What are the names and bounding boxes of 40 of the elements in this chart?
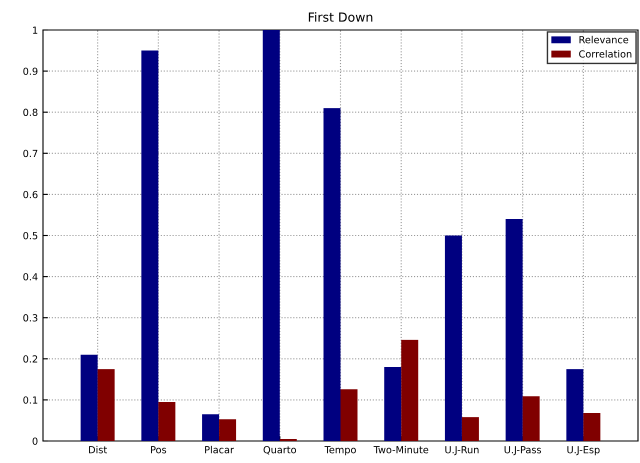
bar xyxy=(141,50,158,441)
bar xyxy=(566,369,584,441)
x-tick-label: Tempo xyxy=(324,446,356,456)
y-tick-label: 0 xyxy=(32,437,38,445)
bar xyxy=(506,219,523,441)
y-tick-label: 0.5 xyxy=(23,232,38,240)
bar xyxy=(158,402,176,441)
x-tick-label: Placar xyxy=(205,446,234,454)
y-tick-label: 0.8 xyxy=(23,108,38,116)
y-tick-label: 0.6 xyxy=(23,190,38,198)
y-tick-label: 1 xyxy=(33,26,38,34)
bar xyxy=(444,236,462,441)
bar xyxy=(462,417,479,441)
x-tick-label: U.J-Run xyxy=(445,446,479,456)
x-tick-label: U.J-Pass xyxy=(504,446,542,456)
bar xyxy=(384,367,402,441)
y-tick-label: 0.3 xyxy=(23,314,38,322)
x-tick-label: Pos xyxy=(151,446,166,454)
bar xyxy=(202,414,220,441)
legend-label: Correlation xyxy=(579,50,632,58)
y-tick-label: 0.9 xyxy=(23,68,38,75)
y-tick-label: 0.2 xyxy=(23,355,38,363)
legend-label: Relevance xyxy=(580,36,628,44)
bar xyxy=(98,369,115,441)
bar xyxy=(219,419,236,441)
x-tick-label: U.J-Esp xyxy=(567,446,600,456)
bar xyxy=(324,108,340,441)
y-tick-label: 0.7 xyxy=(23,150,38,158)
x-tick-label: Two-Minute xyxy=(374,446,428,454)
bar xyxy=(583,413,600,441)
x-tick-label: Dist xyxy=(89,446,107,454)
bar xyxy=(522,396,540,441)
bar xyxy=(80,354,98,441)
x-tick-label: Quarto xyxy=(264,446,296,454)
chart-title: First Down xyxy=(308,12,372,22)
bar xyxy=(401,340,418,441)
y-tick-label: 0.4 xyxy=(23,273,38,280)
bar xyxy=(340,389,358,441)
bar xyxy=(262,30,280,441)
y-tick-label: 0.1 xyxy=(23,396,38,404)
